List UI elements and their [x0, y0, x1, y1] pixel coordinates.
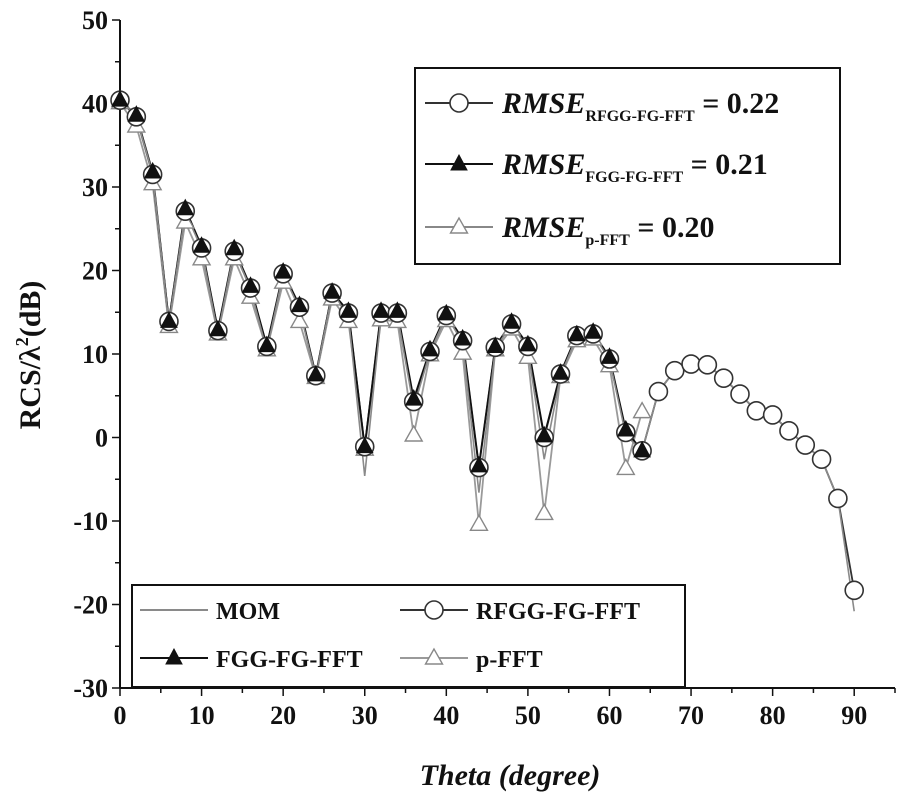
x-axis-title: Theta (degree): [420, 759, 601, 792]
series-point-RFGG-FG-FFT: [713, 368, 734, 389]
rmse-label: RMSERFGG-FG-FFT = 0.22: [501, 87, 779, 125]
series-point-RFGG-FG-FFT: [762, 405, 783, 425]
series-point-FGG-FG-FFT: [421, 339, 439, 357]
series-point-FGG-FG-FFT: [323, 282, 341, 299]
series-point-FGG-FG-FFT: [192, 236, 211, 253]
series-point-p-FFT: [289, 311, 310, 329]
series-point-FGG-FG-FFT: [486, 336, 505, 353]
legend-frame: [131, 584, 686, 688]
series-point-FGG-FG-FFT: [437, 303, 456, 321]
rmse-box-frame: [414, 67, 841, 265]
series-point-RFGG-FG-FFT: [779, 421, 799, 441]
series-point-FGG-FG-FFT: [290, 295, 309, 313]
y-tick-label: 10: [82, 340, 108, 369]
series-point-RFGG-FG-FFT: [681, 354, 701, 374]
series-point-FGG-FG-FFT: [404, 389, 423, 406]
legend-marker-p-FFT: [424, 647, 444, 665]
rmse-marker: [449, 93, 469, 113]
legend-marker-RFGG-FG-FFT: [424, 600, 444, 620]
series-point-FGG-FG-FFT: [633, 440, 651, 458]
rmse-marker: [450, 153, 468, 171]
series-point-FGG-FG-FFT: [551, 363, 570, 380]
series-point-p-FFT: [616, 457, 636, 476]
series-point-RFGG-FG-FFT: [664, 360, 685, 381]
series-point-FGG-FG-FFT: [502, 312, 521, 329]
y-tick-label: -10: [73, 507, 108, 536]
series-point-FGG-FG-FFT: [453, 328, 472, 346]
series-point-FGG-FG-FFT: [339, 301, 358, 318]
legend: MOM RFGG-FG-FFT FGG-FG-FFT p-FFT: [131, 584, 686, 688]
legend-label-FGG-FG-FFT: FGG-FG-FFT: [216, 647, 363, 673]
series-point-FGG-FG-FFT: [111, 90, 129, 107]
series-point-FGG-FG-FFT: [600, 347, 619, 364]
x-tick-label: 80: [760, 701, 786, 730]
x-tick-label: 60: [596, 701, 622, 730]
x-tick-label: 50: [515, 701, 541, 730]
series-point-FGG-FG-FFT: [241, 276, 260, 293]
series-point-RFGG-FG-FFT: [828, 488, 848, 509]
rmse-entries: RMSERFGG-FG-FFT = 0.22 RMSEFGG-FG-FFT = 0…: [425, 87, 779, 249]
series-point-RFGG-FG-FFT: [746, 400, 767, 421]
series-point-FGG-FG-FFT: [519, 334, 537, 352]
series-point-p-FFT: [632, 401, 652, 419]
series-point-FGG-FG-FFT: [225, 238, 244, 256]
x-tick-label: 10: [189, 701, 215, 730]
x-tick-label: 70: [678, 701, 704, 730]
series-point-p-FFT: [469, 513, 489, 532]
y-tick-label: 40: [82, 90, 108, 119]
rmse-marker: [449, 216, 469, 234]
series-point-FGG-FG-FFT: [274, 262, 292, 279]
x-tick-label: 20: [270, 701, 296, 730]
series-point-FGG-FG-FFT: [372, 301, 390, 318]
y-axis-title: RCS/λ2(dB): [12, 281, 47, 430]
series-point-FGG-FG-FFT: [209, 319, 227, 337]
y-tick-label: -30: [73, 674, 108, 703]
y-axis-ticks: -30 -20 -10 0 10 20 30 40 50: [73, 6, 120, 703]
rmse-label: RMSEp-FFT = 0.20: [501, 211, 714, 249]
series-point-FGG-FG-FFT: [176, 198, 195, 216]
series-point-RFGG-FG-FFT: [795, 435, 816, 455]
legend-marker-FGG-FG-FFT: [165, 647, 183, 665]
rmse-label: RMSEFGG-FG-FFT = 0.21: [501, 148, 768, 186]
series-point-RFGG-FG-FFT: [844, 580, 865, 601]
series-point-FGG-FG-FFT: [388, 301, 407, 318]
legend-label-RFGG-FG-FFT: RFGG-FG-FFT: [476, 599, 640, 625]
series-line-MOM: [119, 97, 855, 612]
legend-label-p-FFT: p-FFT: [476, 647, 543, 673]
series-point-FGG-FG-FFT: [535, 425, 554, 443]
series-point-FGG-FG-FFT: [143, 161, 162, 179]
x-tick-label: 0: [114, 701, 127, 730]
y-tick-label: 50: [82, 6, 108, 35]
legend-entries: MOM RFGG-FG-FFT FGG-FG-FFT p-FFT: [140, 599, 640, 673]
series-point-FGG-FG-FFT: [127, 105, 146, 122]
x-tick-label: 40: [433, 701, 459, 730]
series-point-FGG-FG-FFT: [470, 455, 488, 473]
series-point-p-FFT: [534, 503, 554, 521]
series-point-FGG-FG-FFT: [258, 335, 276, 353]
series-point-FGG-FG-FFT: [306, 364, 325, 382]
y-tick-label: 30: [82, 173, 108, 202]
series-point-FGG-FG-FFT: [355, 436, 374, 454]
x-tick-label: 30: [352, 701, 378, 730]
series-layer: [110, 90, 865, 612]
y-tick-label: 0: [95, 424, 108, 453]
series-point-RFGG-FG-FFT: [730, 384, 750, 404]
y-tick-label: 20: [82, 257, 108, 286]
series-point-RFGG-FG-FFT: [811, 449, 832, 470]
series-point-FGG-FG-FFT: [616, 419, 635, 437]
series-point-FGG-FG-FFT: [160, 311, 178, 328]
series-point-p-FFT: [452, 342, 473, 360]
series-point-RFGG-FG-FFT: [648, 381, 669, 402]
rmse-box: RMSERFGG-FG-FFT = 0.22 RMSEFGG-FG-FFT = 0…: [414, 67, 841, 265]
x-tick-label: 90: [841, 701, 867, 730]
series-point-p-FFT: [403, 424, 424, 442]
series-point-RFGG-FG-FFT: [697, 355, 718, 375]
legend-label-MOM: MOM: [216, 599, 280, 625]
x-axis-ticks: 0 10 20 30 40 50 60 70 80 90: [114, 688, 896, 730]
series-point-FGG-FG-FFT: [568, 324, 586, 342]
series-point-FGG-FG-FFT: [584, 322, 602, 339]
y-tick-label: -20: [73, 591, 108, 620]
